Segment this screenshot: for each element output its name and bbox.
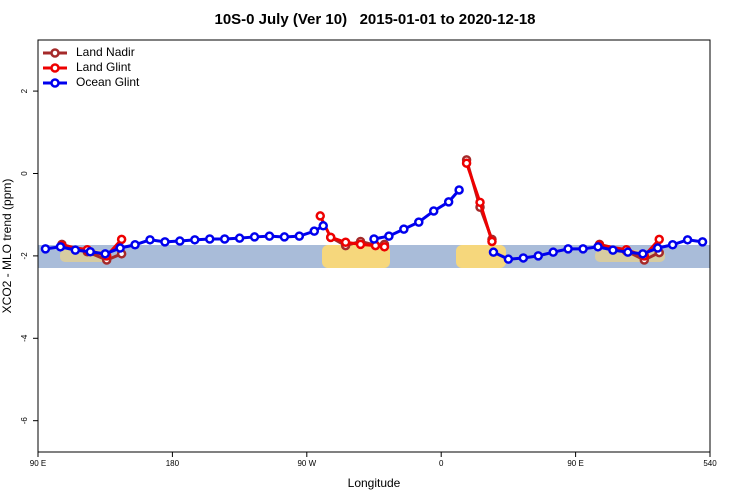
data-point: [623, 247, 633, 257]
legend-label: Land Nadir: [76, 45, 135, 59]
data-point: [309, 226, 320, 236]
x-tick-label: 90 E: [567, 459, 583, 468]
legend-label: Land Glint: [76, 60, 131, 74]
data-point: [234, 233, 245, 243]
data-point: [279, 232, 290, 242]
y-tick-label: 2: [20, 88, 29, 93]
data-point: [593, 242, 603, 252]
data-point: [563, 244, 573, 254]
data-point: [652, 243, 663, 253]
data-point: [443, 197, 454, 207]
data-point: [487, 236, 497, 247]
data-point: [454, 185, 464, 195]
data-point: [384, 231, 394, 241]
data-point: [145, 235, 155, 245]
legend-swatch-marker: [50, 78, 60, 88]
data-point: [608, 245, 618, 255]
legend-swatch-marker: [50, 63, 60, 73]
data-point: [55, 242, 66, 252]
data-point: [654, 234, 664, 245]
data-point: [638, 249, 648, 259]
data-point: [488, 247, 499, 257]
data-point: [682, 235, 693, 245]
data-point: [116, 234, 127, 245]
data-point: [249, 232, 260, 242]
legend-swatch-marker: [50, 48, 60, 58]
data-point: [190, 235, 200, 245]
data-point: [100, 249, 110, 259]
data-point: [264, 231, 275, 241]
x-tick-label: 540: [703, 459, 717, 468]
data-point: [115, 243, 125, 253]
data-point: [697, 237, 708, 247]
data-point: [518, 253, 529, 263]
data-point: [340, 237, 351, 248]
land-patch: [322, 245, 390, 268]
x-tick-label: 90 W: [297, 459, 316, 468]
data-point: [428, 206, 439, 216]
data-point: [70, 245, 81, 255]
data-point: [294, 231, 305, 241]
data-point: [369, 234, 379, 244]
data-point: [548, 247, 558, 257]
plot-frame: [37, 39, 711, 453]
data-point: [160, 237, 170, 247]
y-tick-label: -4: [20, 334, 29, 342]
data-point: [85, 247, 96, 257]
chart-title: 10S-0 July (Ver 10) 2015-01-01 to 2020-1…: [214, 11, 535, 28]
data-point: [175, 236, 185, 246]
data-point: [355, 239, 366, 250]
data-point: [315, 211, 325, 221]
y-axis-label: XCO2 - MLO trend (ppm): [0, 179, 14, 314]
x-tick-label: 90 E: [30, 459, 46, 468]
data-point: [40, 244, 51, 254]
data-point: [204, 234, 215, 244]
data-point: [503, 254, 514, 264]
data-point: [219, 234, 230, 244]
data-point: [399, 224, 409, 234]
data-point: [379, 242, 390, 252]
data-point: [414, 217, 424, 227]
data-point: [130, 240, 140, 250]
y-tick-label: -2: [20, 252, 29, 260]
data-point: [461, 158, 472, 168]
x-axis-label: Longitude: [348, 476, 401, 490]
y-tick-label: -6: [20, 417, 29, 425]
x-tick-label: 180: [166, 459, 180, 468]
data-point: [533, 251, 544, 261]
data-point: [318, 221, 328, 231]
land-patch: [456, 245, 506, 268]
y-tick-label: 0: [20, 171, 29, 176]
legend-label: Ocean Glint: [76, 75, 140, 89]
data-point: [667, 240, 678, 250]
data-point: [578, 244, 588, 254]
data-point: [475, 197, 485, 208]
data-point: [325, 232, 336, 243]
x-tick-label: 0: [439, 459, 444, 468]
